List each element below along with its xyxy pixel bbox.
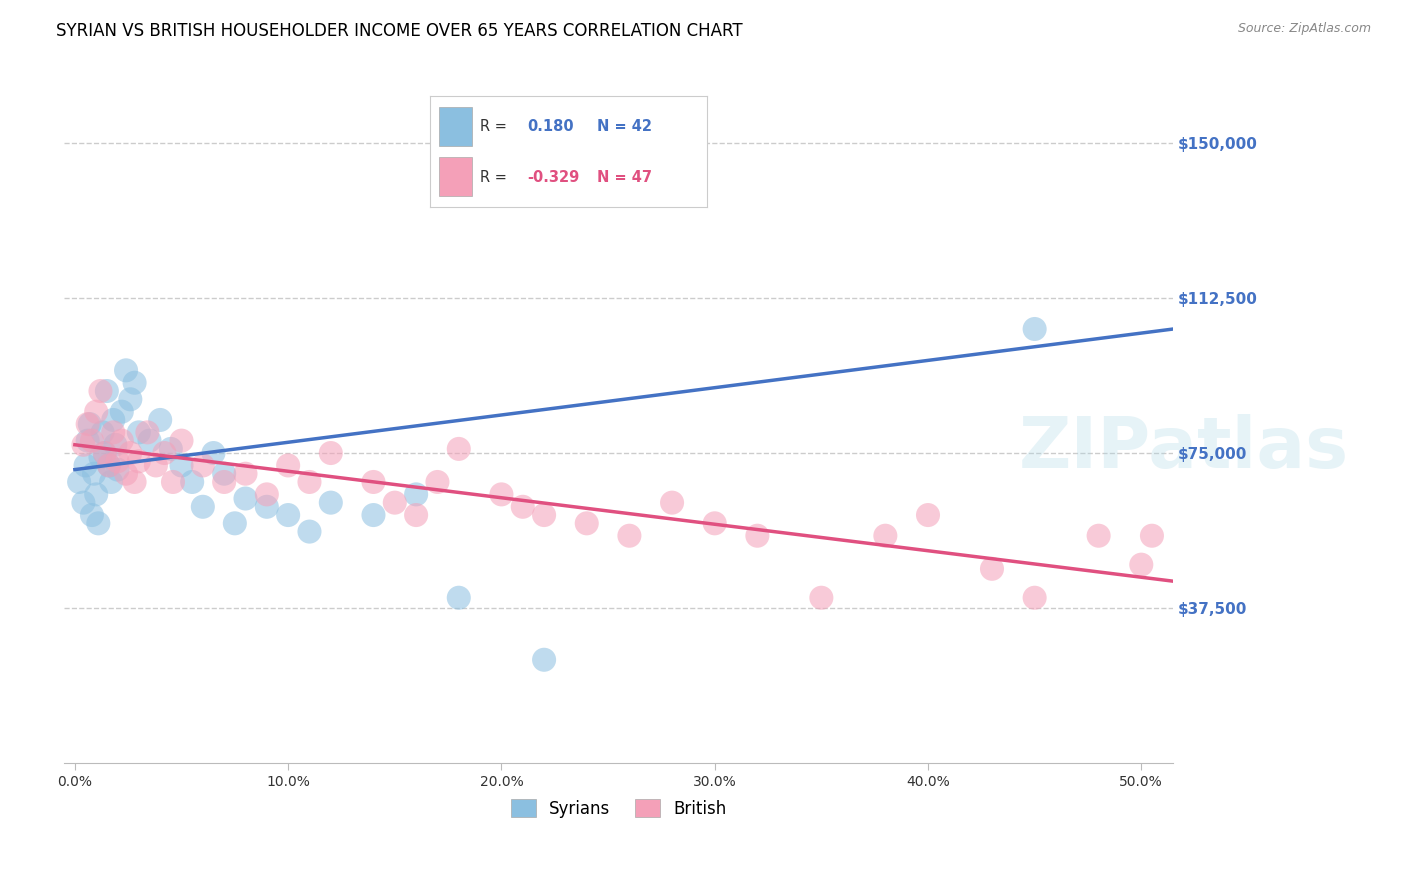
Point	[145, 458, 167, 473]
Point	[80, 434, 103, 448]
Point	[72, 496, 94, 510]
Point	[191, 458, 214, 473]
Point	[426, 475, 449, 489]
Point	[212, 475, 235, 489]
Point	[91, 425, 114, 440]
Point	[191, 500, 214, 514]
Point	[124, 376, 146, 390]
Point	[170, 434, 193, 448]
Point	[162, 475, 184, 489]
Point	[107, 462, 129, 476]
Point	[124, 475, 146, 489]
Point	[1024, 322, 1046, 336]
Point	[405, 487, 427, 501]
Point	[202, 446, 225, 460]
Point	[170, 458, 193, 473]
Point	[120, 392, 142, 407]
Point	[384, 496, 406, 510]
Point	[103, 413, 125, 427]
Point	[98, 458, 121, 473]
Point	[89, 450, 111, 465]
Point	[83, 467, 105, 481]
Point	[120, 446, 142, 460]
Point	[89, 384, 111, 398]
Point	[575, 516, 598, 531]
Point	[298, 475, 321, 489]
Point	[533, 508, 555, 522]
Point	[533, 653, 555, 667]
Point	[80, 508, 103, 522]
Point	[128, 454, 150, 468]
Point	[1024, 591, 1046, 605]
Point	[103, 425, 125, 440]
Point	[160, 442, 183, 456]
Point	[917, 508, 939, 522]
Point	[256, 487, 278, 501]
Point	[136, 425, 159, 440]
Point	[277, 508, 299, 522]
Point	[138, 434, 160, 448]
Point	[703, 516, 725, 531]
Point	[256, 500, 278, 514]
Point	[76, 434, 98, 448]
Point	[810, 591, 832, 605]
Point	[75, 458, 97, 473]
Point	[111, 405, 134, 419]
Point	[98, 458, 121, 473]
Point	[447, 591, 470, 605]
Point	[212, 467, 235, 481]
Point	[363, 508, 385, 522]
Point	[512, 500, 534, 514]
Point	[298, 524, 321, 539]
Point	[115, 467, 138, 481]
Point	[128, 425, 150, 440]
Point	[1087, 529, 1109, 543]
Point	[76, 417, 98, 431]
Point	[319, 496, 342, 510]
Point	[224, 516, 246, 531]
Point	[747, 529, 769, 543]
Point	[153, 446, 176, 460]
Point	[93, 446, 115, 460]
Point	[277, 458, 299, 473]
Point	[84, 487, 107, 501]
Point	[87, 516, 110, 531]
Point	[981, 562, 1004, 576]
Text: Source: ZipAtlas.com: Source: ZipAtlas.com	[1237, 22, 1371, 36]
Point	[363, 475, 385, 489]
Point	[84, 405, 107, 419]
Point	[67, 475, 90, 489]
Point	[72, 438, 94, 452]
Point	[235, 467, 257, 481]
Point	[1140, 529, 1163, 543]
Point	[104, 438, 127, 452]
Point	[405, 508, 427, 522]
Text: SYRIAN VS BRITISH HOUSEHOLDER INCOME OVER 65 YEARS CORRELATION CHART: SYRIAN VS BRITISH HOUSEHOLDER INCOME OVE…	[56, 22, 742, 40]
Point	[107, 454, 129, 468]
Point	[619, 529, 641, 543]
Legend: Syrians, British: Syrians, British	[503, 793, 734, 824]
Point	[235, 491, 257, 506]
Point	[181, 475, 204, 489]
Point	[79, 417, 101, 431]
Text: ZIPatlas: ZIPatlas	[1019, 415, 1348, 483]
Point	[491, 487, 513, 501]
Point	[96, 384, 118, 398]
Point	[1130, 558, 1153, 572]
Point	[115, 363, 138, 377]
Point	[149, 413, 172, 427]
Point	[93, 446, 115, 460]
Point	[875, 529, 897, 543]
Point	[447, 442, 470, 456]
Point	[100, 475, 122, 489]
Point	[111, 434, 134, 448]
Point	[661, 496, 683, 510]
Point	[319, 446, 342, 460]
